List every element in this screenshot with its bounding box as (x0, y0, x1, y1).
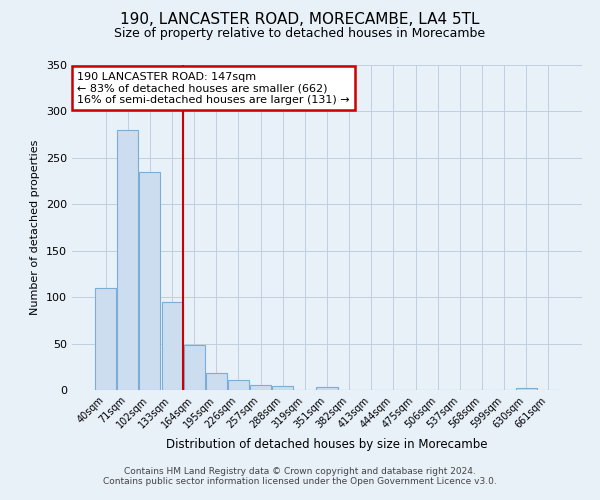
Text: 190, LANCASTER ROAD, MORECAMBE, LA4 5TL: 190, LANCASTER ROAD, MORECAMBE, LA4 5TL (120, 12, 480, 28)
Bar (118, 130, 139, 390)
Bar (316, 387, 338, 390)
Bar (272, 386, 293, 390)
Text: 190 LANCASTER ROAD: 147sqm
← 83% of detached houses are smaller (662)
16% of sem: 190 LANCASTER ROAD: 147sqm ← 83% of deta… (77, 72, 350, 104)
Y-axis label: Number of detached properties: Number of detached properties (31, 140, 40, 315)
Text: Contains public sector information licensed under the Open Government Licence v3: Contains public sector information licen… (103, 478, 497, 486)
Bar (95, 288, 116, 390)
Bar (250, 386, 271, 390)
Bar (228, 380, 249, 390)
Bar (161, 302, 182, 390)
Bar (139, 172, 160, 390)
Text: Contains HM Land Registry data © Crown copyright and database right 2024.: Contains HM Land Registry data © Crown c… (124, 467, 476, 476)
Bar (184, 344, 205, 390)
X-axis label: Distribution of detached houses by size in Morecambe: Distribution of detached houses by size … (166, 438, 488, 451)
Text: Size of property relative to detached houses in Morecambe: Size of property relative to detached ho… (115, 28, 485, 40)
Bar (206, 374, 227, 390)
Bar (515, 388, 536, 390)
